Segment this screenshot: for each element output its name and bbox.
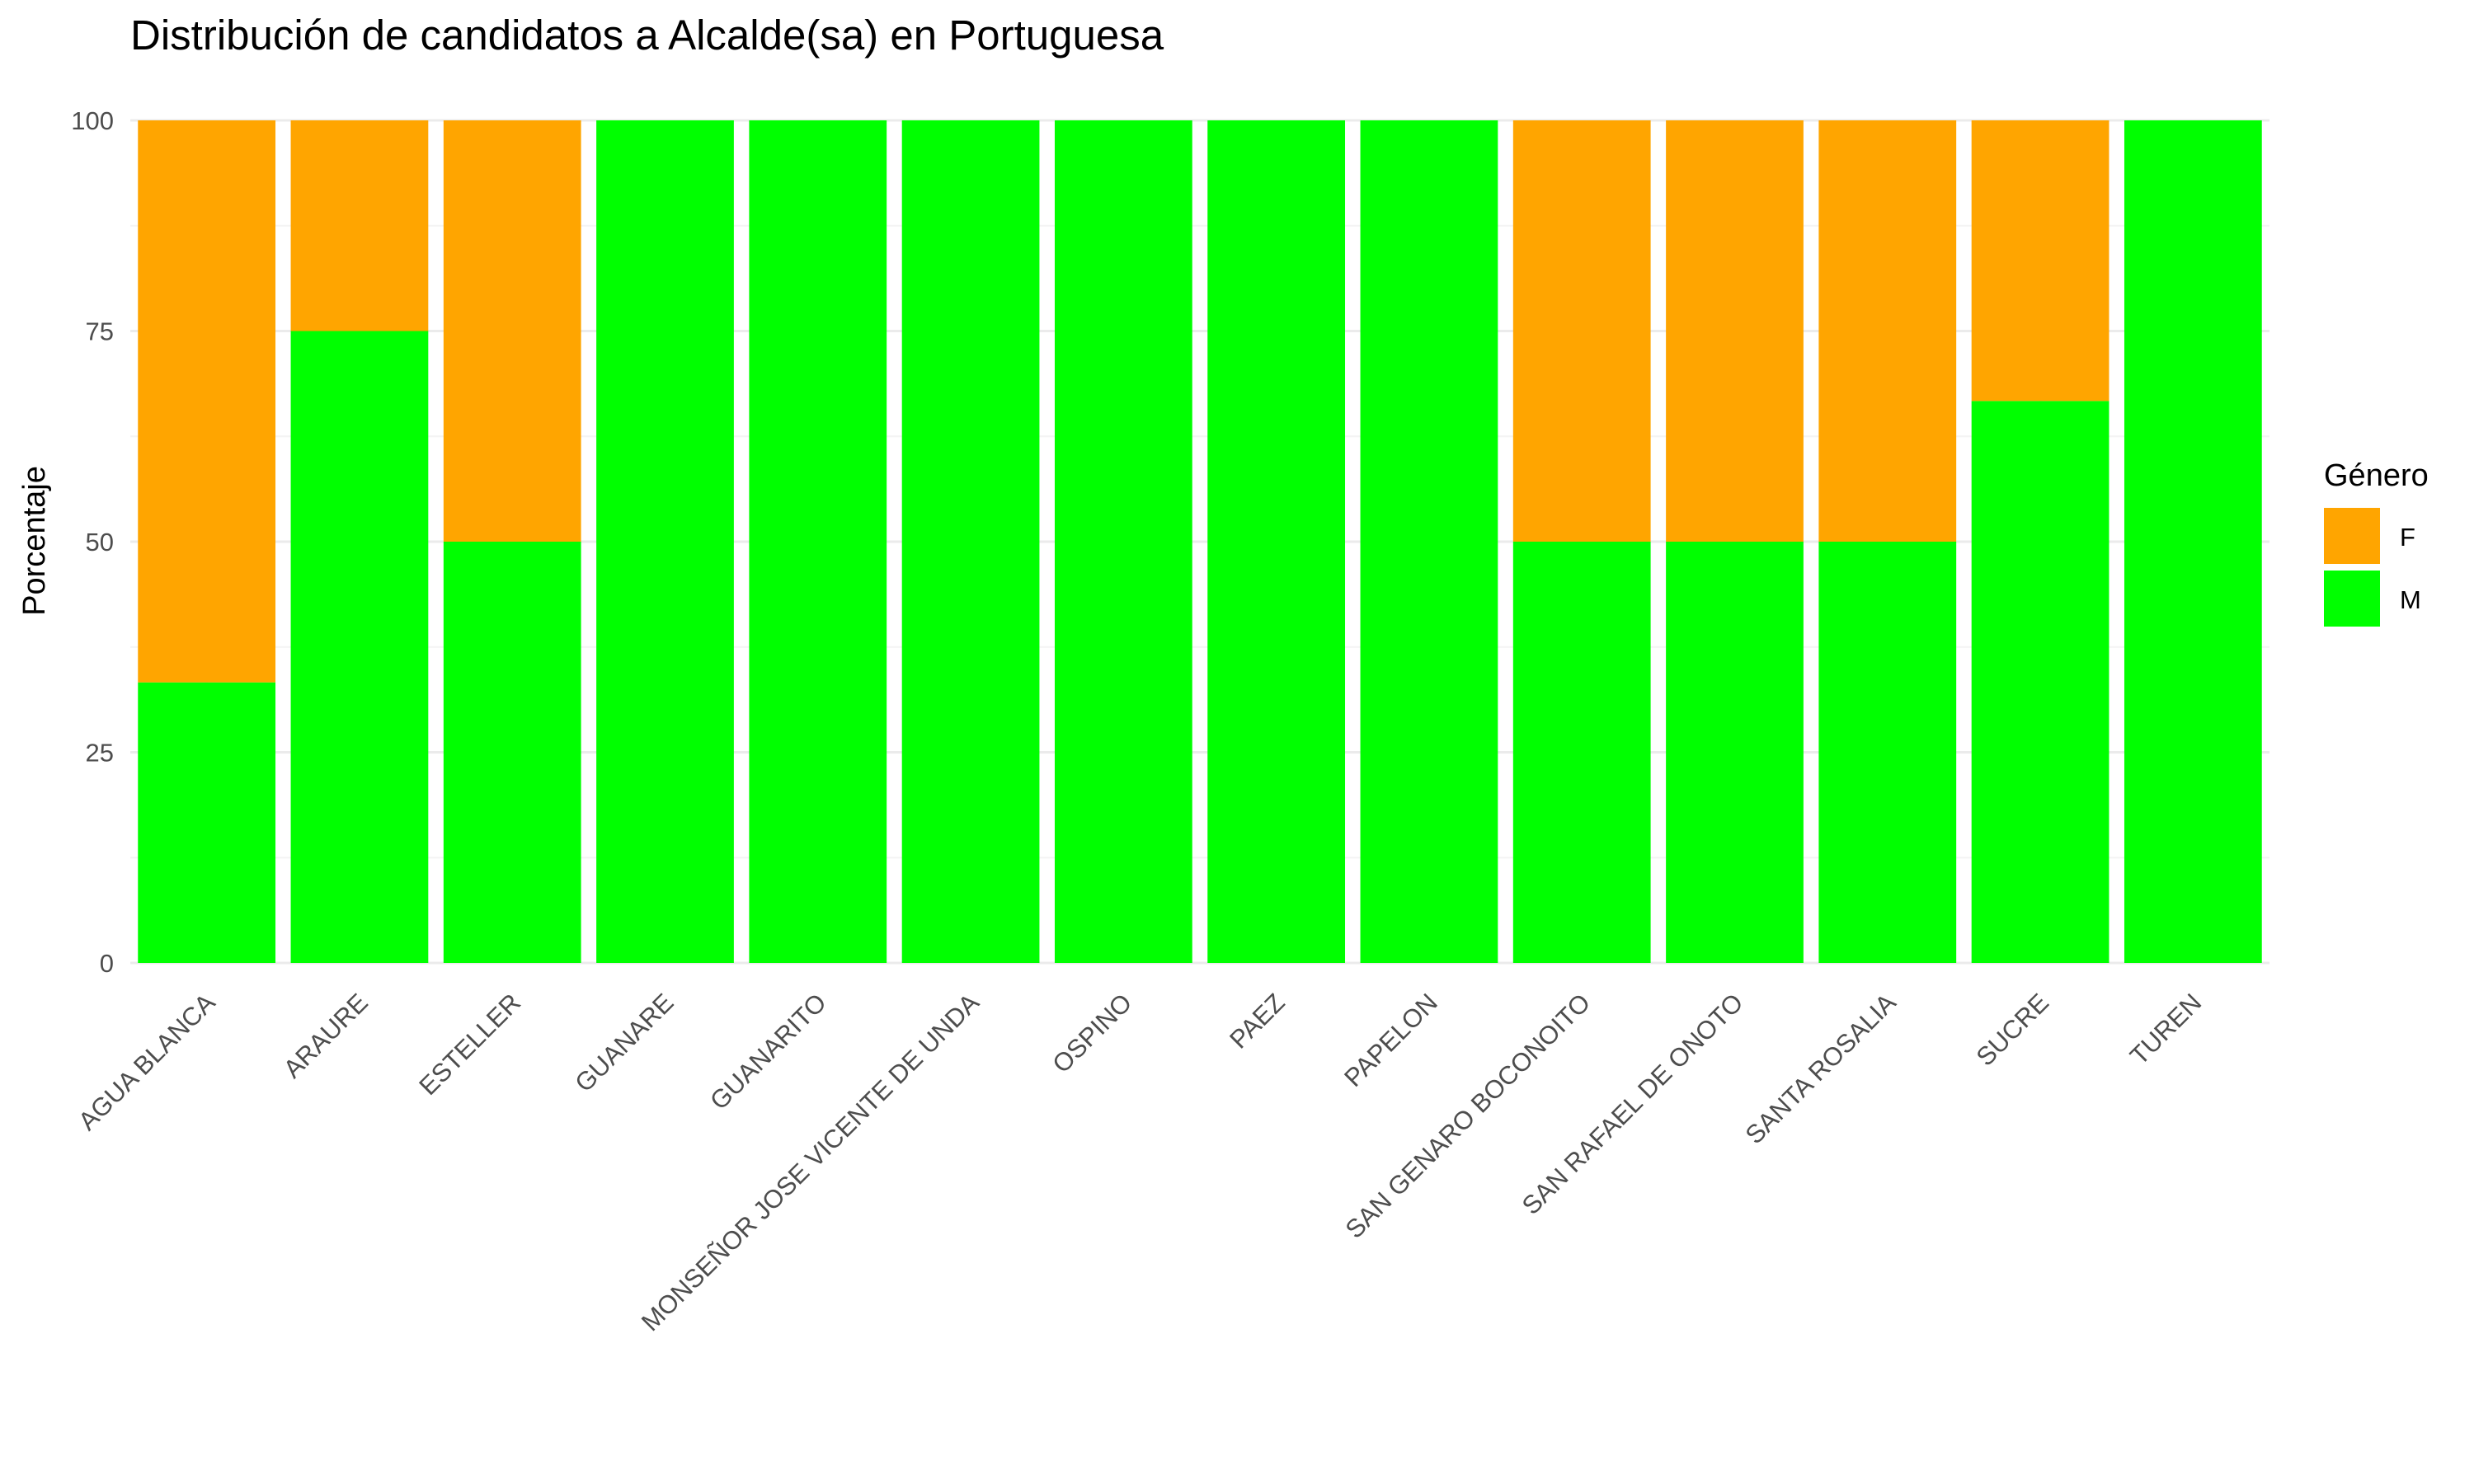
bar-san-rafael-de-onoto-f xyxy=(1666,120,1804,542)
bar-san-genaro-boconoito-f xyxy=(1512,120,1651,542)
x-tick-label: OSPINO xyxy=(1047,988,1137,1078)
bar-agua-blanca-m xyxy=(138,682,276,963)
y-tick-label: 75 xyxy=(86,317,114,346)
bar-guanarito-m xyxy=(749,120,887,963)
x-tick-label: ESTELLER xyxy=(413,988,526,1101)
bar-san-genaro-boconoito-m xyxy=(1512,542,1651,963)
y-tick-label: 0 xyxy=(100,949,114,978)
legend: Género F M xyxy=(2324,458,2429,627)
bar-ospino-m xyxy=(1054,120,1192,963)
chart-title: Distribución de candidatos a Alcalde(sa)… xyxy=(130,12,1164,59)
y-tick-label: 100 xyxy=(71,106,114,135)
y-axis-title: Porcentaje xyxy=(17,466,52,616)
bar-santa-rosalia-m xyxy=(1818,542,1957,963)
x-tick-label: PAPELON xyxy=(1338,988,1443,1092)
bar-turen-m xyxy=(2124,120,2262,963)
bar-esteller-m xyxy=(443,542,581,963)
legend-label-f: F xyxy=(2400,523,2415,552)
x-tick-label: GUANARE xyxy=(569,988,679,1097)
bar-monsenor-jose-vicente-de-unda-m xyxy=(901,120,1040,963)
bars xyxy=(138,120,2262,963)
bar-guanare-m xyxy=(596,120,734,963)
x-tick-label: SANTA ROSALIA xyxy=(1740,988,1902,1149)
legend-key-m xyxy=(2324,571,2380,627)
legend-label-m: M xyxy=(2400,585,2421,614)
bar-sucre-m xyxy=(1971,401,2109,963)
y-tick-label: 25 xyxy=(86,739,114,768)
x-tick-label: MONSEÑOR JOSE VICENTE DE UNDA xyxy=(636,988,985,1336)
legend-key-f xyxy=(2324,508,2380,564)
bar-san-rafael-de-onoto-m xyxy=(1666,542,1804,963)
y-axis-ticks: 0 25 50 75 100 xyxy=(71,106,114,978)
x-tick-label: SAN GENARO BOCONOITO xyxy=(1340,988,1597,1244)
y-tick-label: 50 xyxy=(86,528,114,556)
bar-paez-m xyxy=(1207,120,1346,963)
x-tick-label: SUCRE xyxy=(1971,988,2054,1071)
bar-araure-m xyxy=(290,331,429,963)
bar-sucre-f xyxy=(1971,120,2109,402)
x-tick-label: GUANARITO xyxy=(704,988,832,1115)
bar-santa-rosalia-f xyxy=(1818,120,1957,542)
x-axis-ticks: AGUA BLANCA ARAURE ESTELLER GUANARE GUANARIT… xyxy=(73,988,2207,1336)
bar-esteller-f xyxy=(443,120,581,542)
x-tick-label: PAEZ xyxy=(1224,988,1290,1054)
legend-title: Género xyxy=(2324,458,2429,493)
bar-agua-blanca-f xyxy=(138,120,276,683)
x-tick-label: TUREN xyxy=(2124,988,2207,1070)
bar-araure-f xyxy=(290,120,429,331)
x-tick-label: ARAURE xyxy=(278,988,374,1083)
x-tick-label: AGUA BLANCA xyxy=(73,988,221,1136)
bar-papelon-m xyxy=(1360,120,1498,963)
